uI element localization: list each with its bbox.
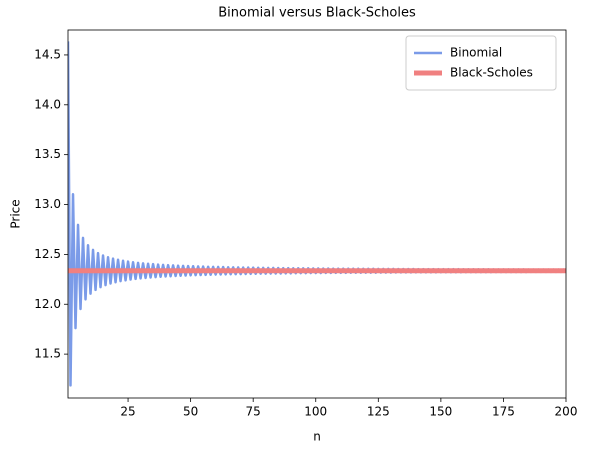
y-tick-label: 13.5	[34, 147, 61, 161]
y-tick-label: 14.0	[34, 97, 61, 111]
y-axis-label: Price	[9, 199, 23, 228]
x-axis-label: n	[313, 430, 321, 444]
line-series	[68, 41, 566, 387]
x-tick-label: 25	[120, 405, 135, 419]
axes-frame	[67, 29, 567, 399]
y-tick-label: 12.0	[34, 297, 61, 311]
y-tick-label: 14.5	[34, 47, 61, 61]
legend-label: Black-Scholes	[450, 66, 533, 80]
x-tick-label: 200	[555, 405, 578, 419]
x-tick-label: 75	[246, 405, 261, 419]
y-tick-label: 12.5	[34, 247, 61, 261]
legend-label: Binomial	[450, 46, 502, 60]
x-tick-label: 125	[367, 405, 390, 419]
x-tick-label: 50	[183, 405, 198, 419]
x-tick-label: 100	[304, 405, 327, 419]
legend-box	[405, 35, 557, 91]
chart-title: Binomial versus Black-Scholes	[218, 6, 416, 21]
x-tick-label: 150	[429, 405, 452, 419]
y-tick-label: 13.0	[34, 197, 61, 211]
x-tick-label: 175	[492, 405, 515, 419]
y-tick-label: 11.5	[34, 347, 61, 361]
